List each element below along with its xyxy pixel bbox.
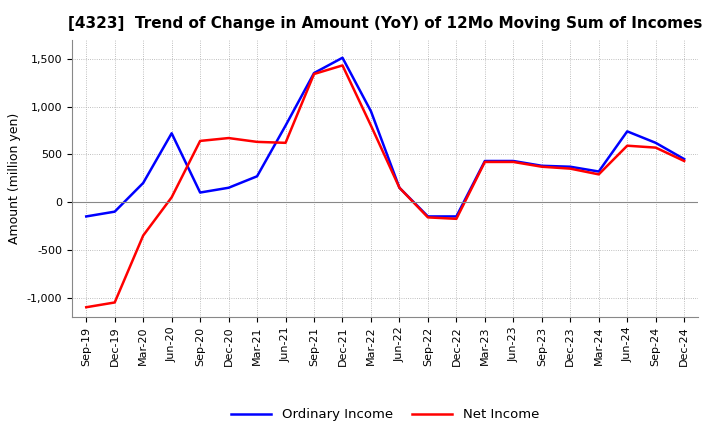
Net Income — [680, 158, 688, 164]
Ordinary Income — [110, 209, 119, 214]
Ordinary Income — [167, 131, 176, 136]
Ordinary Income — [452, 214, 461, 219]
Ordinary Income — [82, 214, 91, 219]
Title: [4323]  Trend of Change in Amount (YoY) of 12Mo Moving Sum of Incomes: [4323] Trend of Change in Amount (YoY) o… — [68, 16, 703, 32]
Net Income — [82, 304, 91, 310]
Ordinary Income — [196, 190, 204, 195]
Ordinary Income — [537, 163, 546, 169]
Net Income — [366, 123, 375, 128]
Ordinary Income — [366, 109, 375, 114]
Ordinary Income — [652, 140, 660, 146]
Ordinary Income — [139, 180, 148, 186]
Net Income — [480, 159, 489, 165]
Legend: Ordinary Income, Net Income: Ordinary Income, Net Income — [226, 403, 544, 427]
Ordinary Income — [509, 158, 518, 164]
Ordinary Income — [623, 129, 631, 134]
Net Income — [338, 63, 347, 68]
Y-axis label: Amount (million yen): Amount (million yen) — [8, 113, 21, 244]
Net Income — [452, 216, 461, 221]
Ordinary Income — [310, 70, 318, 76]
Line: Net Income: Net Income — [86, 66, 684, 307]
Ordinary Income — [338, 55, 347, 60]
Net Income — [196, 138, 204, 143]
Net Income — [310, 71, 318, 77]
Ordinary Income — [395, 185, 404, 191]
Net Income — [537, 164, 546, 169]
Ordinary Income — [680, 157, 688, 162]
Net Income — [566, 166, 575, 171]
Net Income — [652, 145, 660, 150]
Net Income — [282, 140, 290, 146]
Net Income — [139, 233, 148, 238]
Ordinary Income — [282, 123, 290, 128]
Net Income — [509, 159, 518, 165]
Net Income — [253, 139, 261, 144]
Net Income — [623, 143, 631, 148]
Net Income — [423, 215, 432, 220]
Net Income — [110, 300, 119, 305]
Ordinary Income — [423, 214, 432, 219]
Ordinary Income — [253, 174, 261, 179]
Ordinary Income — [225, 185, 233, 191]
Net Income — [595, 172, 603, 177]
Net Income — [167, 194, 176, 200]
Ordinary Income — [480, 158, 489, 164]
Line: Ordinary Income: Ordinary Income — [86, 58, 684, 216]
Net Income — [395, 185, 404, 191]
Ordinary Income — [566, 164, 575, 169]
Ordinary Income — [595, 169, 603, 174]
Net Income — [225, 136, 233, 141]
